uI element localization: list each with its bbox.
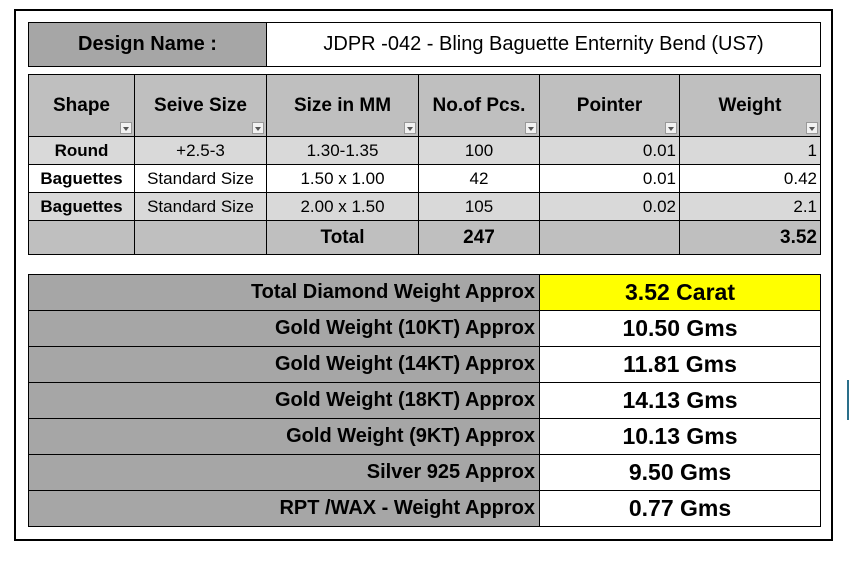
table-cell-text: 1.50 x 1.00: [300, 168, 385, 188]
total-weight-text: 3.52: [780, 226, 817, 248]
table-cell: 0.01: [539, 164, 680, 193]
table-cell-text: Baguettes: [40, 196, 123, 216]
filter-dropdown[interactable]: [120, 122, 132, 134]
design-label: Design Name :: [28, 22, 267, 67]
table-cell: Standard Size: [134, 164, 267, 193]
table-cell: 105: [418, 192, 540, 221]
table-cell-text: 2.00 x 1.50: [300, 196, 385, 216]
column-header: No.of Pcs.: [418, 74, 540, 137]
column-header-text: Pointer: [576, 94, 643, 116]
summary-value: 14.13 Gms: [539, 382, 821, 419]
table-cell-text: Baguettes: [40, 168, 123, 188]
summary-value-text: 3.52 Carat: [625, 279, 735, 305]
table-cell-text: 0.01: [642, 140, 676, 160]
summary-label-text: Gold Weight (10KT) Approx: [275, 317, 535, 339]
summary-label: RPT /WAX - Weight Approx: [28, 490, 540, 527]
summary-label: Silver 925 Approx: [28, 454, 540, 491]
filter-dropdown[interactable]: [806, 122, 818, 134]
summary-value-text: 9.50 Gms: [628, 459, 732, 485]
cursor-mark: [847, 380, 849, 420]
column-header: Size in MM: [266, 74, 419, 137]
summary-value-text: 10.50 Gms: [622, 315, 738, 341]
column-header-text: No.of Pcs.: [432, 94, 526, 116]
summary-value: 9.50 Gms: [539, 454, 821, 491]
table-cell: Standard Size: [134, 192, 267, 221]
table-cell-text: 100: [464, 140, 494, 160]
summary-label-text: Gold Weight (9KT) Approx: [286, 425, 535, 447]
total-empty: [539, 220, 680, 255]
summary-label-text: RPT /WAX - Weight Approx: [279, 497, 535, 519]
table-cell-text: 2.1: [793, 196, 817, 216]
summary-label: Gold Weight (10KT) Approx: [28, 310, 540, 347]
table-cell: 1: [679, 136, 821, 165]
table-cell-text: 1: [807, 140, 817, 160]
summary-value-text: 14.13 Gms: [622, 387, 738, 413]
summary-value-text: 0.77 Gms: [628, 495, 732, 521]
table-cell: Baguettes: [28, 192, 135, 221]
total-empty: [134, 220, 267, 255]
table-cell: 0.42: [679, 164, 821, 193]
outer-frame: [14, 9, 833, 541]
column-header: Pointer: [539, 74, 680, 137]
summary-value: 10.13 Gms: [539, 418, 821, 455]
summary-label: Total Diamond Weight Approx: [28, 274, 540, 311]
summary-value: 10.50 Gms: [539, 310, 821, 347]
summary-label-text: Total Diamond Weight Approx: [250, 281, 535, 303]
column-header-text: Seive Size: [154, 94, 247, 116]
table-cell-text: +2.5-3: [176, 140, 225, 160]
design-label-text: Design Name :: [78, 33, 217, 55]
summary-label-text: Silver 925 Approx: [366, 461, 535, 483]
total-weight: 3.52: [679, 220, 821, 255]
summary-label: Gold Weight (9KT) Approx: [28, 418, 540, 455]
total-label: Total: [266, 220, 419, 255]
table-cell: 2.00 x 1.50: [266, 192, 419, 221]
table-cell: 1.50 x 1.00: [266, 164, 419, 193]
table-cell: 2.1: [679, 192, 821, 221]
total-empty: [28, 220, 135, 255]
column-header: Shape: [28, 74, 135, 137]
filter-dropdown[interactable]: [404, 122, 416, 134]
table-cell: 1.30-1.35: [266, 136, 419, 165]
table-cell: Baguettes: [28, 164, 135, 193]
summary-label: Gold Weight (14KT) Approx: [28, 346, 540, 383]
column-header-text: Weight: [718, 94, 782, 116]
table-cell-text: Standard Size: [147, 196, 254, 216]
column-header: Weight: [679, 74, 821, 137]
summary-label-text: Gold Weight (18KT) Approx: [275, 389, 535, 411]
summary-value-text: 11.81 Gms: [623, 351, 737, 377]
table-cell: Round: [28, 136, 135, 165]
table-cell: 0.02: [539, 192, 680, 221]
summary-value: 0.77 Gms: [539, 490, 821, 527]
summary-value: 3.52 Carat: [539, 274, 821, 311]
total-label-text: Total: [320, 226, 365, 248]
table-cell: +2.5-3: [134, 136, 267, 165]
summary-value: 11.81 Gms: [539, 346, 821, 383]
column-header: Seive Size: [134, 74, 267, 137]
summary-label-text: Gold Weight (14KT) Approx: [275, 353, 535, 375]
filter-dropdown[interactable]: [665, 122, 677, 134]
total-pieces-text: 247: [463, 226, 495, 248]
design-value: JDPR -042 - Bling Baguette Enternity Ben…: [266, 22, 821, 67]
table-cell: 0.01: [539, 136, 680, 165]
table-cell: 42: [418, 164, 540, 193]
table-cell-text: 0.02: [642, 196, 676, 216]
summary-value-text: 10.13 Gms: [622, 423, 738, 449]
table-cell-text: Round: [54, 140, 109, 160]
table-cell-text: 105: [464, 196, 494, 216]
column-header-text: Shape: [52, 94, 111, 116]
design-value-text: JDPR -042 - Bling Baguette Enternity Ben…: [323, 33, 764, 55]
summary-label: Gold Weight (18KT) Approx: [28, 382, 540, 419]
total-pieces: 247: [418, 220, 540, 255]
table-cell-text: 1.30-1.35: [306, 140, 379, 160]
table-cell-text: 42: [469, 168, 489, 188]
table-cell-text: Standard Size: [147, 168, 254, 188]
filter-dropdown[interactable]: [252, 122, 264, 134]
table-cell: 100: [418, 136, 540, 165]
column-header-text: Size in MM: [293, 94, 392, 116]
table-cell-text: 0.42: [783, 168, 817, 188]
filter-dropdown[interactable]: [525, 122, 537, 134]
table-cell-text: 0.01: [642, 168, 676, 188]
